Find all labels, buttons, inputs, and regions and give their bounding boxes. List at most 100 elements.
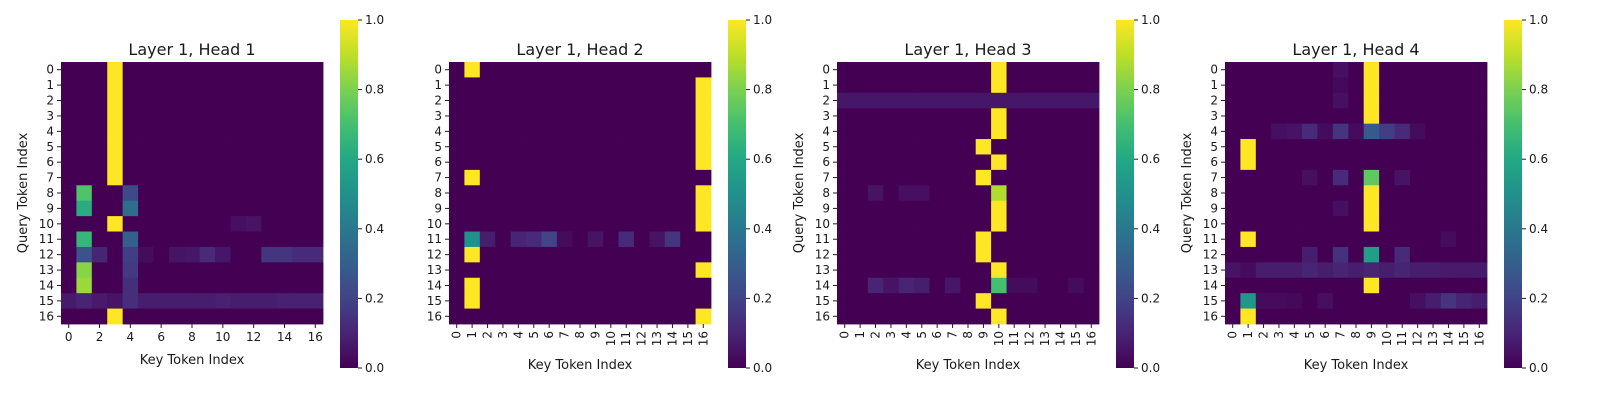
heatmap-cell bbox=[1021, 231, 1038, 248]
heatmap-cell bbox=[1409, 262, 1426, 279]
heatmap-cell bbox=[1225, 246, 1241, 263]
heatmap-cell bbox=[1271, 123, 1288, 140]
heatmap-cell bbox=[649, 62, 666, 78]
heatmap-cell bbox=[587, 308, 604, 325]
heatmap-cell bbox=[184, 154, 201, 171]
heatmap-cell bbox=[1409, 185, 1426, 202]
heatmap-cell bbox=[61, 200, 77, 217]
heatmap-cell bbox=[61, 92, 77, 109]
heatmap-cell bbox=[153, 277, 170, 294]
heatmap-cell bbox=[991, 216, 1007, 232]
heatmap-cell bbox=[837, 139, 853, 155]
heatmap-cell bbox=[1286, 154, 1303, 171]
x-axis-label: Key Token Index bbox=[140, 353, 245, 368]
heatmap-cell bbox=[245, 154, 262, 171]
heatmap-cell bbox=[1456, 108, 1472, 125]
heatmap-cell bbox=[603, 277, 619, 294]
heatmap-cell bbox=[975, 154, 992, 171]
heatmap-cell bbox=[587, 123, 604, 140]
heatmap-cell bbox=[1021, 62, 1038, 78]
heatmap-cell bbox=[1363, 246, 1380, 263]
heatmap-cell bbox=[276, 246, 293, 263]
heatmap-cell bbox=[153, 108, 170, 125]
heatmap-cell bbox=[464, 169, 481, 186]
heatmap-cell bbox=[464, 200, 481, 217]
heatmap-cell bbox=[153, 200, 170, 217]
x-tick-label: 8 bbox=[1349, 331, 1363, 339]
heatmap-cell bbox=[649, 308, 666, 325]
colorbar-tick-label: 0.6 bbox=[753, 152, 772, 166]
heatmap-cell bbox=[107, 216, 124, 232]
heatmap-cell bbox=[1225, 185, 1241, 202]
heatmap-cell bbox=[633, 123, 650, 140]
heatmap-cell bbox=[960, 108, 977, 125]
heatmap-cell bbox=[1225, 92, 1241, 109]
heatmap-cell bbox=[1394, 293, 1411, 309]
heatmap-cell bbox=[1363, 308, 1380, 325]
heatmap-cell bbox=[944, 108, 961, 125]
heatmap-cell bbox=[449, 92, 465, 109]
heatmap-cell bbox=[449, 154, 465, 171]
heatmap-cell bbox=[1363, 123, 1380, 140]
heatmap-cell bbox=[837, 169, 853, 186]
x-tick-label: 3 bbox=[1272, 331, 1286, 339]
heatmap-cell bbox=[929, 246, 946, 263]
heatmap-cell bbox=[1302, 185, 1318, 202]
heatmap-cell bbox=[1271, 185, 1288, 202]
heatmap-cell bbox=[245, 308, 262, 325]
heatmap-cell bbox=[1363, 154, 1380, 171]
heatmap-cell bbox=[138, 154, 154, 171]
heatmap-cell bbox=[1052, 154, 1069, 171]
heatmap-cell bbox=[1425, 169, 1442, 186]
heatmap-cell bbox=[541, 216, 558, 232]
heatmap-cell bbox=[1471, 92, 1488, 109]
heatmap-cell bbox=[292, 77, 308, 94]
heatmap-cell bbox=[261, 246, 278, 263]
heatmap-cell bbox=[199, 123, 216, 140]
heatmap-cell bbox=[1068, 77, 1084, 94]
heatmap-cell bbox=[852, 108, 869, 125]
heatmap-cell bbox=[975, 62, 992, 78]
heatmap-cell bbox=[307, 185, 324, 202]
heatmap-cell bbox=[1021, 139, 1038, 155]
heatmap-cell bbox=[1068, 231, 1084, 248]
heatmap-cell bbox=[1021, 123, 1038, 140]
heatmap-cell bbox=[1037, 108, 1054, 125]
heatmap-cell bbox=[852, 308, 869, 325]
heatmap-cell bbox=[649, 108, 666, 125]
heatmap-cell bbox=[649, 200, 666, 217]
heatmap-cell bbox=[495, 216, 512, 232]
heatmap-cell bbox=[929, 277, 946, 294]
heatmap-cell bbox=[883, 246, 900, 263]
colorbar-tick-label: 0.0 bbox=[365, 361, 384, 375]
heatmap-cell bbox=[76, 123, 93, 140]
heatmap-cell bbox=[1052, 293, 1069, 309]
heatmap-cell bbox=[1006, 200, 1023, 217]
heatmap-cell bbox=[944, 216, 961, 232]
heatmap-cell bbox=[76, 246, 93, 263]
x-tick-label: 12 bbox=[1023, 331, 1037, 346]
heatmap-cell bbox=[215, 92, 231, 109]
y-tick-label: 9 bbox=[434, 201, 442, 215]
heatmap-cell bbox=[495, 185, 512, 202]
x-tick-label: 16 bbox=[308, 330, 323, 344]
heatmap-cell bbox=[1052, 246, 1069, 263]
heatmap-cell bbox=[199, 262, 216, 279]
heatmap-cell bbox=[914, 246, 930, 263]
heatmap-cell bbox=[1021, 216, 1038, 232]
heatmap-cell bbox=[1456, 308, 1472, 325]
heatmap-cell bbox=[1471, 154, 1488, 171]
heatmap-cell bbox=[929, 262, 946, 279]
heatmap-cell bbox=[1456, 77, 1472, 94]
heatmap-cell bbox=[556, 216, 573, 232]
heatmap-cell bbox=[867, 169, 884, 186]
heatmap-cell bbox=[107, 231, 124, 248]
heatmap-cell bbox=[1225, 216, 1241, 232]
heatmap-cell bbox=[649, 92, 666, 109]
heatmap-cell bbox=[495, 308, 512, 325]
heatmap-cell bbox=[852, 92, 869, 109]
heatmap-cell bbox=[695, 231, 712, 248]
heatmap-cell bbox=[603, 231, 619, 248]
heatmap-cell bbox=[464, 277, 481, 294]
heatmap-cell bbox=[664, 108, 681, 125]
